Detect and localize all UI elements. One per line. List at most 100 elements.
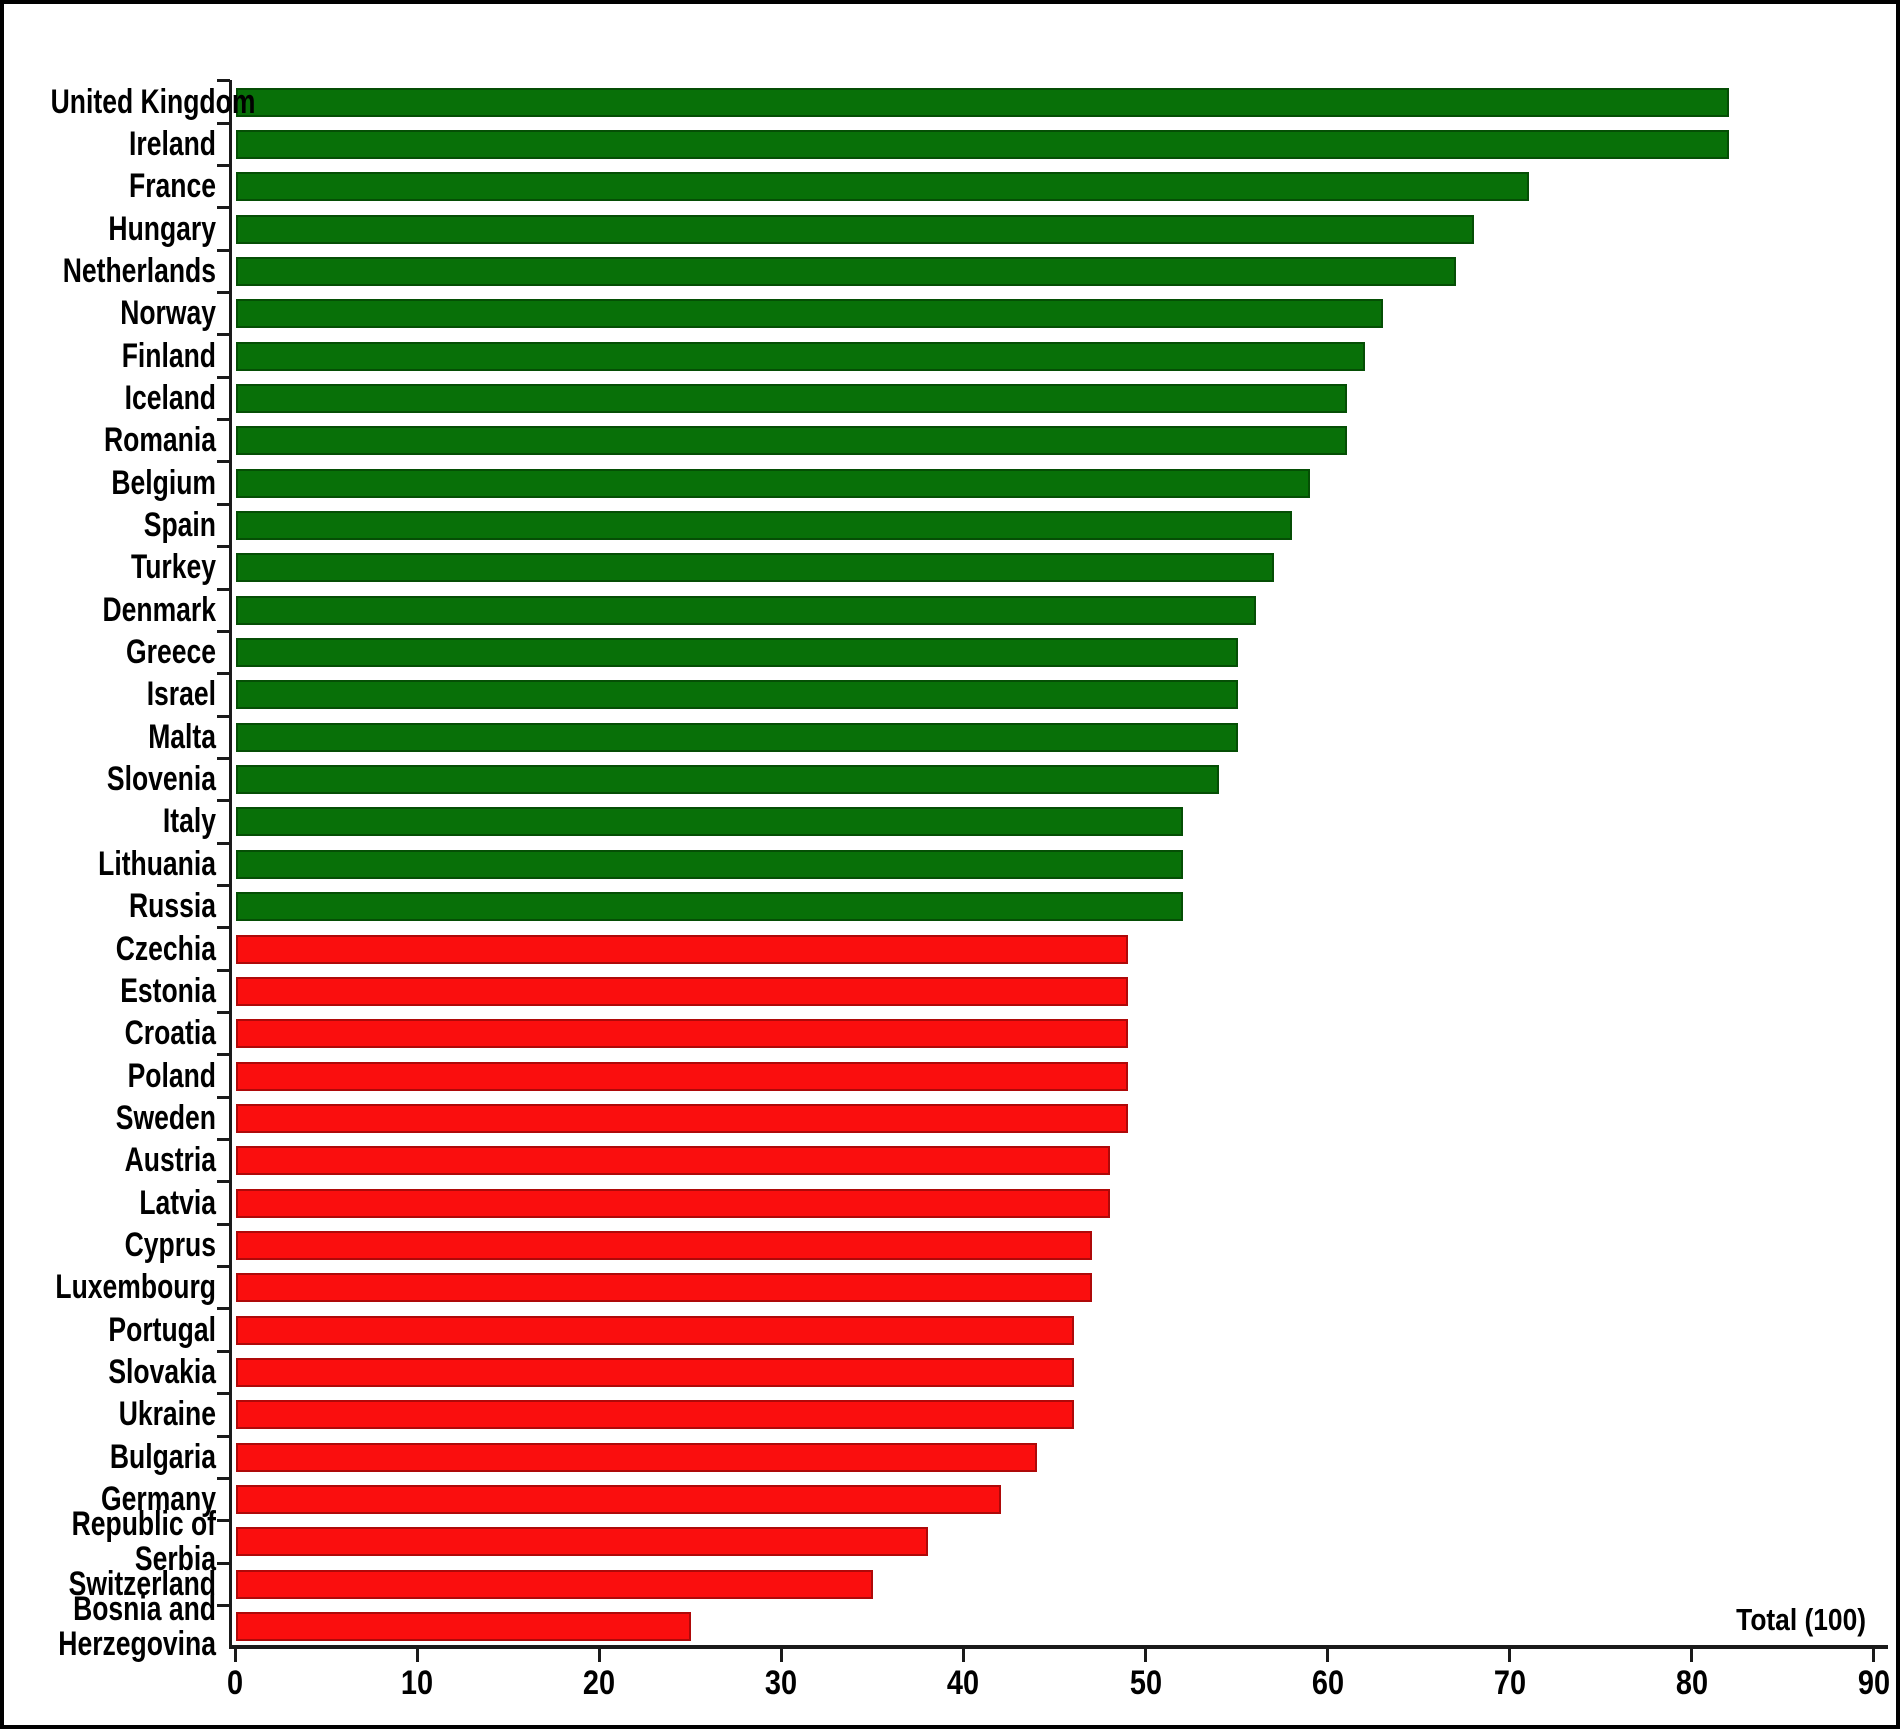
bar-norway [236, 299, 1384, 329]
category-label-denmark: Denmark [51, 592, 216, 628]
x-tick-label-30: 30 [765, 1664, 798, 1702]
bar-estonia [236, 976, 1129, 1006]
bar-poland [236, 1061, 1129, 1091]
y-axis-tick [217, 799, 230, 803]
category-label-germany: Germany [51, 1482, 216, 1517]
bar-sweden [236, 1103, 1129, 1133]
category-label-lithuania: Lithuania [51, 844, 216, 883]
category-label-line: Norway [120, 294, 216, 333]
y-axis-tick [217, 1392, 230, 1396]
bar-czechia [236, 934, 1129, 964]
category-label-line: Lithuania [98, 844, 216, 883]
category-label-line: Israel [146, 675, 216, 714]
y-axis-tick [217, 968, 230, 972]
y-axis-tick [217, 926, 230, 930]
bar-denmark [236, 595, 1256, 625]
bar-turkey [236, 553, 1274, 583]
bar-croatia [236, 1019, 1129, 1049]
x-axis-tick [779, 1649, 783, 1662]
x-axis-line [229, 1645, 1888, 1649]
x-axis-tick [233, 1649, 237, 1662]
y-axis-tick [217, 756, 230, 760]
category-label-bulgaria: Bulgaria [51, 1439, 216, 1475]
x-axis-tick [1690, 1649, 1694, 1662]
category-label-line: Austria [124, 1141, 216, 1180]
y-axis-tick [217, 1561, 230, 1565]
category-label-line: Croatia [124, 1014, 216, 1053]
y-axis-tick [217, 1053, 230, 1057]
category-label-italy: Italy [51, 804, 216, 839]
x-tick-label-90: 90 [1857, 1664, 1890, 1702]
category-label-republic-of-serbia: Republic of Serbia [51, 1504, 216, 1578]
y-axis-tick [217, 1434, 230, 1438]
x-tick-label-70: 70 [1493, 1664, 1526, 1702]
category-label-line: Hungary [108, 209, 216, 248]
bar-greece [236, 638, 1238, 668]
y-axis-tick [217, 164, 230, 168]
bar-iceland [236, 383, 1347, 413]
bar-ireland [236, 129, 1730, 159]
category-label-line: Greece [126, 633, 216, 672]
bar-hungary [236, 214, 1475, 244]
category-label-line: Portugal [108, 1310, 216, 1349]
x-tick-label-40: 40 [947, 1664, 980, 1702]
axis-annotation: Total (100) [1736, 1602, 1866, 1637]
y-axis-tick [217, 418, 230, 422]
category-label-spain: Spain [51, 508, 216, 543]
category-label-ukraine: Ukraine [51, 1397, 216, 1432]
category-label-estonia: Estonia [51, 973, 216, 1009]
bar-republic-of-serbia [236, 1527, 928, 1557]
category-label-line: Serbia [134, 1539, 216, 1578]
bar-bosnia-and-herzegovina [236, 1612, 692, 1642]
y-axis-tick [217, 121, 230, 125]
bar-spain [236, 511, 1293, 540]
category-label-slovenia: Slovenia [51, 762, 216, 797]
category-label-portugal: Portugal [51, 1310, 216, 1349]
bar-bulgaria [236, 1442, 1038, 1472]
x-axis-tick [1326, 1649, 1330, 1662]
category-label-line: Ireland [129, 124, 216, 163]
y-axis-tick [217, 672, 230, 676]
y-axis-tick [217, 883, 230, 887]
category-label-austria: Austria [51, 1143, 216, 1178]
x-axis-tick [1508, 1649, 1512, 1662]
bar-austria [236, 1146, 1111, 1176]
category-label-czechia: Czechia [51, 931, 216, 967]
category-label-line: Belgium [111, 463, 216, 502]
bar-italy [236, 807, 1183, 837]
x-tick-label-0: 0 [226, 1664, 244, 1702]
category-label-line: Ukraine [118, 1395, 216, 1434]
category-label-israel: Israel [51, 677, 216, 712]
y-axis-line [229, 80, 232, 1647]
bar-finland [236, 341, 1366, 371]
category-label-malta: Malta [51, 719, 216, 755]
category-label-belgium: Belgium [51, 463, 216, 502]
bar-lithuania [236, 849, 1183, 879]
category-label-greece: Greece [51, 635, 216, 670]
category-label-iceland: Iceland [51, 380, 216, 416]
category-label-turkey: Turkey [51, 550, 216, 585]
x-tick-label-10: 10 [401, 1664, 434, 1702]
y-axis-tick [217, 1603, 230, 1607]
category-label-ireland: Ireland [51, 124, 216, 163]
category-label-cyprus: Cyprus [51, 1227, 216, 1263]
y-axis-tick [217, 291, 230, 295]
bar-ukraine [236, 1400, 1074, 1430]
category-label-line: United Kingdom [50, 82, 256, 121]
y-axis-tick [217, 375, 230, 379]
y-axis-tick [217, 1138, 230, 1142]
y-axis-tick [217, 502, 230, 506]
category-label-line: Republic of [71, 1504, 216, 1543]
y-axis-tick [217, 206, 230, 210]
y-axis-tick [217, 1476, 230, 1480]
y-axis-tick [217, 1519, 230, 1523]
category-label-line: Bosnia and [73, 1589, 216, 1628]
y-axis-tick [217, 1307, 230, 1311]
bar-cyprus [236, 1230, 1092, 1260]
x-axis-tick [1144, 1649, 1147, 1662]
category-label-latvia: Latvia [51, 1185, 216, 1221]
category-label-sweden: Sweden [51, 1100, 216, 1136]
bar-portugal [236, 1315, 1074, 1345]
x-tick-label-60: 60 [1311, 1664, 1344, 1702]
category-label-netherlands: Netherlands [51, 253, 216, 289]
